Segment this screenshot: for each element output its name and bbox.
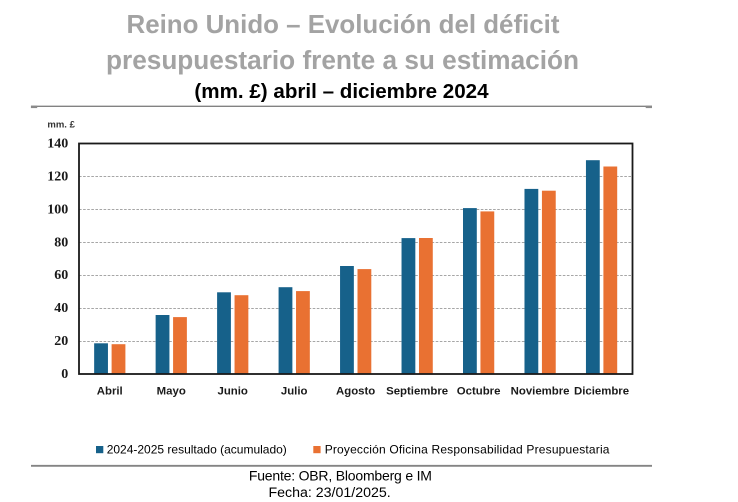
svg-text:Fecha: 23/01/2025.: Fecha: 23/01/2025. <box>268 485 390 501</box>
svg-text:mm. £: mm. £ <box>47 120 75 131</box>
svg-text:40: 40 <box>54 301 68 316</box>
svg-text:Julio: Julio <box>281 386 308 398</box>
svg-text:80: 80 <box>54 235 68 250</box>
svg-text:0: 0 <box>61 367 68 382</box>
svg-text:presupuestario frente a su est: presupuestario frente a su estimación <box>106 45 579 75</box>
svg-text:2024-2025 resultado (acumulado: 2024-2025 resultado (acumulado) <box>107 443 287 457</box>
svg-text:Mayo: Mayo <box>157 386 186 398</box>
svg-text:60: 60 <box>54 268 68 283</box>
svg-text:140: 140 <box>47 137 68 152</box>
svg-text:Junio: Junio <box>218 386 248 398</box>
svg-text:120: 120 <box>47 169 68 184</box>
svg-text:20: 20 <box>54 334 68 349</box>
svg-text:(mm. £) abril – diciembre 2024: (mm. £) abril – diciembre 2024 <box>194 80 489 103</box>
svg-text:Septiembre: Septiembre <box>386 386 448 398</box>
svg-text:Fuente: OBR, Bloomberg e IM: Fuente: OBR, Bloomberg e IM <box>249 467 432 483</box>
svg-text:Proyección Oficina Responsabil: Proyección Oficina Responsabilidad Presu… <box>325 443 610 457</box>
svg-text:100: 100 <box>47 202 68 217</box>
svg-text:Noviembre: Noviembre <box>511 386 570 398</box>
svg-text:Octubre: Octubre <box>457 386 501 398</box>
svg-text:Diciembre: Diciembre <box>574 386 629 398</box>
svg-text:Abril: Abril <box>97 386 123 398</box>
svg-text:Reino Unido – Evolución del dé: Reino Unido – Evolución del déficit <box>127 11 560 39</box>
svg-text:Agosto: Agosto <box>336 386 375 398</box>
